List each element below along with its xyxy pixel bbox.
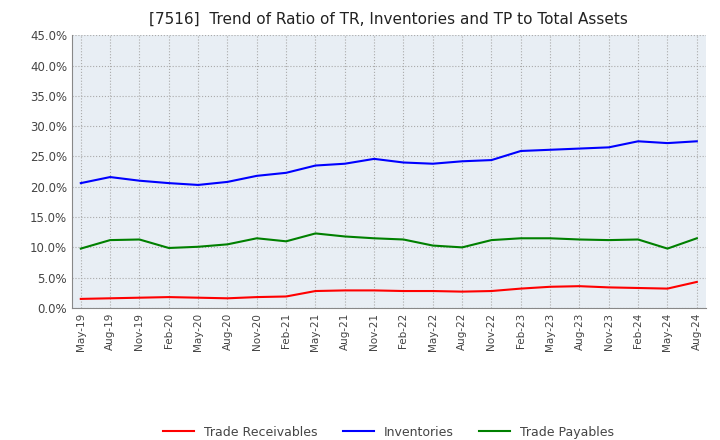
Trade Payables [693,236,701,241]
Trade Payables [76,246,85,251]
Trade Receivables [106,296,114,301]
Trade Receivables [164,294,173,300]
Line: Trade Payables: Trade Payables [81,234,697,249]
Inventories [605,145,613,150]
Line: Trade Receivables: Trade Receivables [81,282,697,299]
Inventories [135,178,144,183]
Inventories [428,161,437,166]
Trade Receivables [370,288,379,293]
Inventories [223,179,232,184]
Trade Receivables [546,284,554,290]
Trade Receivables [223,296,232,301]
Trade Receivables [311,288,320,293]
Trade Payables [516,236,525,241]
Inventories [106,174,114,180]
Trade Payables [341,234,349,239]
Trade Payables [487,238,496,243]
Inventories [575,146,584,151]
Trade Receivables [458,289,467,294]
Inventories [663,140,672,146]
Inventories [76,180,85,186]
Trade Payables [135,237,144,242]
Inventories [341,161,349,166]
Trade Receivables [253,294,261,300]
Inventories [164,180,173,186]
Inventories [458,159,467,164]
Trade Receivables [575,283,584,289]
Trade Payables [223,242,232,247]
Inventories [311,163,320,168]
Trade Payables [575,237,584,242]
Trade Receivables [663,286,672,291]
Trade Payables [428,243,437,248]
Trade Payables [605,238,613,243]
Trade Receivables [76,296,85,301]
Trade Receivables [135,295,144,301]
Trade Payables [663,246,672,251]
Trade Payables [370,236,379,241]
Inventories [370,156,379,161]
Trade Payables [399,237,408,242]
Trade Receivables [399,288,408,293]
Trade Payables [311,231,320,236]
Trade Payables [458,245,467,250]
Inventories [253,173,261,179]
Inventories [634,139,642,144]
Trade Receivables [194,295,202,301]
Inventories [516,148,525,154]
Inventories [282,170,290,176]
Title: [7516]  Trend of Ratio of TR, Inventories and TP to Total Assets: [7516] Trend of Ratio of TR, Inventories… [149,12,629,27]
Trade Receivables [634,286,642,291]
Inventories [693,139,701,144]
Trade Receivables [487,288,496,293]
Trade Payables [194,244,202,249]
Inventories [546,147,554,152]
Trade Receivables [693,279,701,285]
Trade Receivables [605,285,613,290]
Line: Inventories: Inventories [81,141,697,185]
Trade Receivables [428,288,437,293]
Trade Payables [253,236,261,241]
Trade Payables [106,238,114,243]
Inventories [194,182,202,187]
Trade Receivables [282,294,290,299]
Trade Payables [634,237,642,242]
Trade Payables [164,246,173,251]
Trade Receivables [516,286,525,291]
Trade Receivables [341,288,349,293]
Legend: Trade Receivables, Inventories, Trade Payables: Trade Receivables, Inventories, Trade Pa… [158,421,619,440]
Inventories [487,158,496,163]
Inventories [399,160,408,165]
Trade Payables [546,236,554,241]
Trade Payables [282,238,290,244]
